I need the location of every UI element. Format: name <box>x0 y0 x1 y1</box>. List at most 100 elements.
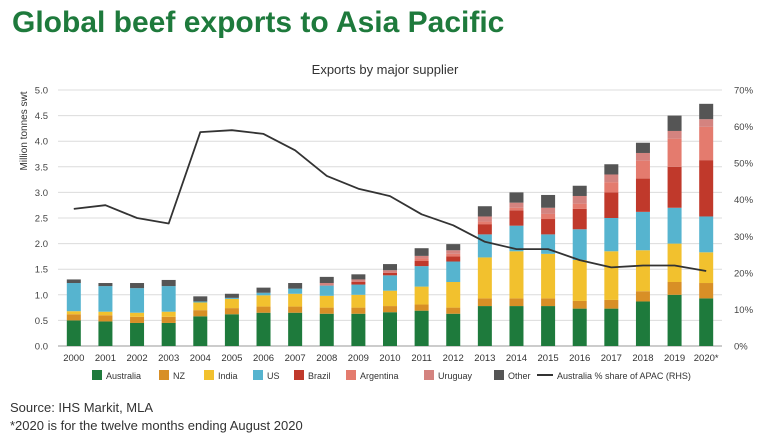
bar-segment <box>256 287 271 293</box>
x-tick-label: 2003 <box>158 353 179 364</box>
x-axis-ticks: 2000 2001 2002 2003 2004 2005 2006 2007 2008 2009… <box>63 353 719 364</box>
bar-segment <box>98 315 113 322</box>
y-tick-label: 3.5 <box>35 162 48 173</box>
bar-segment <box>256 306 271 313</box>
bar-segment <box>572 259 587 301</box>
bar-segment <box>446 250 461 254</box>
bar-segment <box>319 307 334 314</box>
bar-segment <box>161 316 176 323</box>
x-tick-label: 2014 <box>506 353 527 364</box>
legend-swatch <box>494 370 504 380</box>
x-tick-label: 2015 <box>538 353 559 364</box>
bar-segment <box>477 224 492 235</box>
bar-segment <box>541 207 556 214</box>
bar-segment <box>414 304 429 311</box>
bar-segment <box>699 216 714 253</box>
bar-segment <box>509 225 524 252</box>
bar-segment <box>383 312 397 346</box>
bar-segment <box>635 160 650 179</box>
bar-segment <box>509 306 524 346</box>
bar-segment <box>509 210 524 226</box>
bar-segment <box>98 283 113 287</box>
share-line <box>73 129 707 272</box>
bar-segment <box>351 284 366 295</box>
y2-tick-label: 20% <box>734 268 754 279</box>
bar-segment <box>66 279 81 284</box>
bar-segment <box>667 166 682 208</box>
bar-segment <box>477 234 492 258</box>
bar-segment <box>635 211 650 251</box>
bar-segment <box>604 164 619 175</box>
bars <box>66 103 714 346</box>
bar-segment <box>541 219 556 235</box>
bar-segment <box>383 275 397 291</box>
x-tick-label: 2013 <box>474 353 495 364</box>
bar-segment <box>414 258 429 262</box>
bar-segment <box>256 295 271 307</box>
bar-segment <box>193 301 208 303</box>
bar-segment <box>446 261 461 282</box>
legend-label: NZ <box>173 371 185 381</box>
y-tick-label: 1.0 <box>35 290 48 301</box>
bar-segment <box>541 306 556 346</box>
y-axis-ticks: 0.0 0.5 1.0 1.5 2.0 2.5 3.0 3.5 4.0 4.5 5.0 <box>35 86 48 353</box>
bar-segment <box>604 308 619 346</box>
bar-segment <box>224 314 239 346</box>
legend: Australia NZ India US Brazil Argentina Uruguay… <box>92 370 691 381</box>
y2-tick-label: 30% <box>734 232 754 243</box>
y-tick-label: 0.0 <box>35 342 48 353</box>
x-tick-label: 2018 <box>632 353 653 364</box>
legend-swatch <box>424 370 434 380</box>
bar-segment <box>414 255 429 259</box>
bar-segment <box>667 115 682 131</box>
bar-segment <box>224 297 239 299</box>
bar-segment <box>288 293 303 307</box>
chart-subtitle: Exports by major supplier <box>312 62 459 77</box>
legend-swatch <box>159 370 169 380</box>
bar-segment <box>383 290 397 307</box>
bar-segment <box>383 272 397 276</box>
bar-segment <box>446 282 461 308</box>
x-tick-label: 2001 <box>95 353 116 364</box>
bar-segment <box>572 308 587 346</box>
bar-segment <box>477 306 492 346</box>
x-tick-label: 2008 <box>316 353 337 364</box>
bar-segment <box>572 208 587 230</box>
bar-segment <box>667 282 682 295</box>
y-tick-label: 4.0 <box>35 137 48 148</box>
bar-segment <box>66 320 81 346</box>
bar-segment <box>572 185 587 196</box>
legend-label: Brazil <box>308 371 331 381</box>
bar-segment <box>66 314 81 321</box>
bar-segment <box>224 298 239 309</box>
bar-segment <box>477 216 492 222</box>
bar-segment <box>699 252 714 284</box>
bar-segment <box>477 298 492 307</box>
x-tick-label: 2002 <box>126 353 147 364</box>
bar-segment <box>224 308 239 315</box>
bar-segment <box>541 253 556 299</box>
bar-segment <box>635 178 650 212</box>
x-tick-label: 2009 <box>348 353 369 364</box>
bar-segment <box>319 313 334 346</box>
bar-segment <box>509 202 524 208</box>
bar-segment <box>509 207 524 211</box>
bar-segment <box>193 310 208 317</box>
bar-segment <box>66 283 81 312</box>
bar-segment <box>699 119 714 127</box>
y2-tick-label: 0% <box>734 342 748 353</box>
bar-segment <box>383 306 397 313</box>
bar-segment <box>667 138 682 167</box>
bar-segment <box>667 243 682 282</box>
bar-segment <box>635 152 650 161</box>
x-tick-label: 2004 <box>190 353 211 364</box>
bar-segment <box>446 313 461 346</box>
bar-segment <box>161 286 176 312</box>
bar-segment <box>130 288 145 313</box>
bar-segment <box>604 299 619 309</box>
x-tick-label: 2006 <box>253 353 274 364</box>
y-tick-label: 5.0 <box>35 86 48 97</box>
legend-label: US <box>267 371 280 381</box>
bar-segment <box>477 206 492 217</box>
bar-segment <box>414 248 429 256</box>
